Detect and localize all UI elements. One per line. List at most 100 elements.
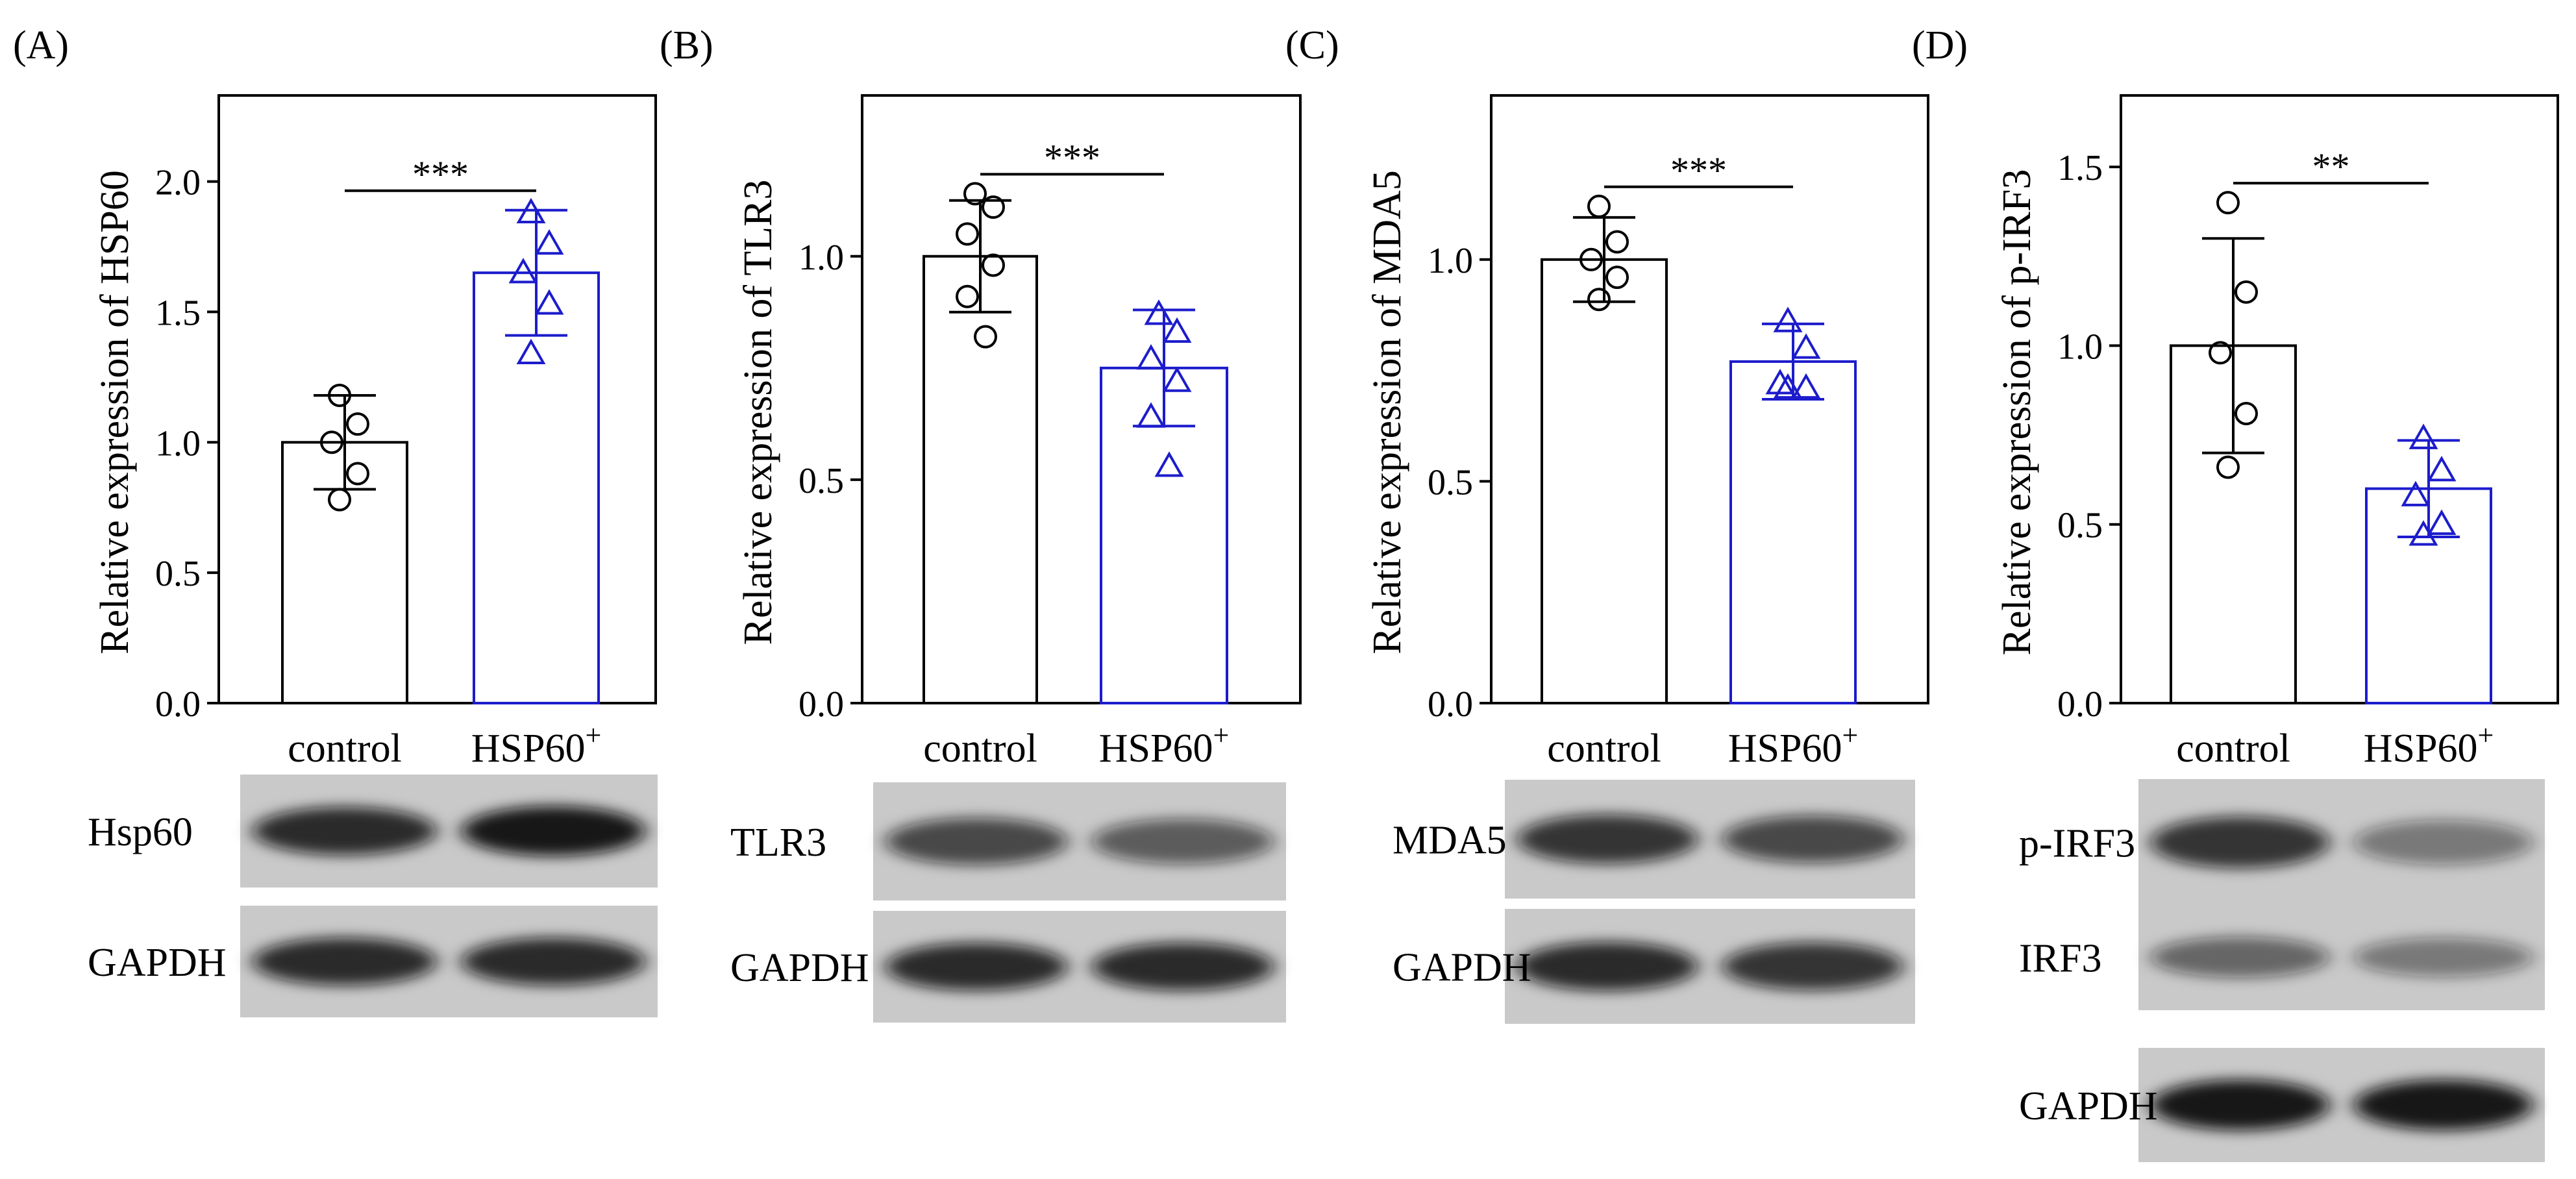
data-point bbox=[2209, 341, 2232, 365]
bar-hsp60 bbox=[473, 271, 600, 705]
data-point bbox=[1791, 333, 1821, 359]
data-point bbox=[534, 289, 564, 315]
error-bar bbox=[2202, 237, 2264, 454]
data-point bbox=[346, 462, 369, 486]
plot-frame bbox=[1490, 94, 1929, 704]
data-point bbox=[328, 383, 351, 407]
blot-label: IRF3 bbox=[2019, 937, 2101, 981]
plot-frame bbox=[861, 94, 1302, 704]
y-tick-label: 1.0 bbox=[1428, 241, 1473, 281]
data-point bbox=[1773, 373, 1803, 399]
blot-band bbox=[1517, 814, 1698, 864]
blot-band bbox=[461, 806, 645, 856]
bar-control bbox=[923, 254, 1038, 704]
data-point bbox=[956, 222, 979, 246]
data-point bbox=[2235, 280, 2258, 304]
data-point bbox=[1605, 230, 1629, 254]
blot-band bbox=[253, 806, 437, 856]
y-tick-label: 0.0 bbox=[1428, 684, 1473, 725]
blot-band bbox=[886, 943, 1067, 991]
y-tick-label: 0.0 bbox=[799, 684, 844, 725]
y-tick-label: 0.0 bbox=[155, 684, 201, 725]
blot-p-irf3: p-IRF3 bbox=[2019, 779, 2545, 906]
y-axis-title: Relative expression of p-IRF3 bbox=[1995, 169, 2039, 655]
data-point bbox=[1765, 369, 1795, 395]
y-tick-label: 1.0 bbox=[799, 238, 844, 278]
data-point bbox=[974, 325, 997, 349]
blot-band bbox=[886, 817, 1067, 865]
error-bar bbox=[2397, 439, 2460, 538]
blot-gapdh: GAPDH bbox=[1393, 909, 1915, 1024]
data-point bbox=[982, 195, 1005, 219]
data-point bbox=[2427, 456, 2457, 482]
panel-c: (C) 0.0 0.5 1.0 Relative expression of MDA5 c… bbox=[1285, 23, 1929, 1024]
data-point bbox=[346, 412, 369, 436]
x-tick-superscript: + bbox=[2477, 719, 2494, 751]
blot-label: GAPDH bbox=[730, 946, 869, 990]
panel-b: (B) 0.0 0.5 1.0 Relative expression of TLR3 c… bbox=[660, 23, 1302, 1023]
blot-band bbox=[1517, 941, 1698, 991]
blot-label: GAPDH bbox=[1393, 946, 1531, 990]
significance-label: ** bbox=[2312, 145, 2350, 188]
x-tick-superscript: + bbox=[1213, 719, 1229, 751]
data-point bbox=[2401, 480, 2431, 506]
y-axis-title: Relative expression of TLR3 bbox=[736, 180, 780, 645]
x-tick-label: HSP60+ bbox=[471, 719, 602, 771]
blot-gapdh: GAPDH bbox=[88, 906, 658, 1017]
plot-frame bbox=[217, 94, 657, 704]
significance-label: *** bbox=[1044, 136, 1100, 179]
blot-band bbox=[2150, 1080, 2330, 1130]
blot-hsp60: Hsp60 bbox=[88, 775, 658, 887]
x-tick-label: HSP60+ bbox=[1728, 719, 1859, 771]
data-point bbox=[1773, 306, 1803, 332]
data-point bbox=[320, 430, 343, 454]
data-point bbox=[2409, 423, 2438, 449]
y-tick-label: 0.5 bbox=[1428, 462, 1473, 503]
y-tick-label: 0.5 bbox=[799, 461, 844, 501]
y-axis-title: Relative expression of MDA5 bbox=[1365, 170, 1409, 654]
blot-irf3: IRF3 bbox=[2019, 904, 2545, 1010]
data-point bbox=[328, 488, 351, 512]
panel-label: (A) bbox=[13, 23, 69, 68]
x-tick-label: control bbox=[923, 726, 1037, 771]
panel-label: (C) bbox=[1285, 23, 1339, 68]
panel-d: (D) 0.0 0.5 1.0 1.5 Relative expression of p-… bbox=[1912, 23, 2559, 1162]
blot-label: TLR3 bbox=[730, 821, 826, 865]
y-tick-label: 0.5 bbox=[2057, 506, 2103, 546]
y-tick-label: 1.0 bbox=[2057, 327, 2103, 367]
x-tick-superscript: + bbox=[1842, 719, 1858, 751]
data-point bbox=[516, 197, 546, 224]
y-tick-label: 1.5 bbox=[155, 293, 201, 333]
plot-frame bbox=[2120, 94, 2559, 704]
bar-control bbox=[1541, 258, 1668, 704]
data-point bbox=[982, 253, 1005, 277]
data-point bbox=[1587, 194, 1611, 218]
error-bar bbox=[1573, 216, 1635, 303]
blot-band bbox=[2353, 937, 2533, 977]
blot-label: Hsp60 bbox=[88, 810, 193, 854]
data-point bbox=[1136, 344, 1166, 370]
data-point bbox=[2216, 455, 2240, 479]
blot-gapdh: GAPDH bbox=[2019, 1048, 2545, 1162]
blot-band bbox=[1722, 942, 1903, 991]
data-point bbox=[1154, 451, 1184, 477]
x-tick-label: HSP60+ bbox=[2364, 719, 2494, 771]
data-point bbox=[1579, 247, 1603, 271]
significance-label: *** bbox=[412, 153, 469, 195]
x-tick-superscript: + bbox=[585, 719, 601, 751]
blot-band bbox=[461, 937, 645, 986]
blot-band bbox=[253, 937, 437, 986]
blot-gapdh: GAPDH bbox=[730, 911, 1286, 1023]
blot-band bbox=[2150, 816, 2330, 869]
y-tick-label: 1.0 bbox=[155, 423, 201, 464]
blot-band bbox=[2150, 937, 2330, 978]
blot-band bbox=[1092, 943, 1274, 991]
y-tick-label: 2.0 bbox=[155, 163, 201, 203]
y-tick-label: 0.0 bbox=[2057, 684, 2103, 725]
panel-a: (A) 0.0 0.5 1.0 1.5 2.0 Relative expression of… bbox=[13, 23, 658, 1017]
blot-label: p-IRF3 bbox=[2019, 822, 2135, 866]
data-point bbox=[2235, 402, 2258, 426]
data-point bbox=[1587, 288, 1611, 312]
blot-label: GAPDH bbox=[2019, 1084, 2158, 1128]
